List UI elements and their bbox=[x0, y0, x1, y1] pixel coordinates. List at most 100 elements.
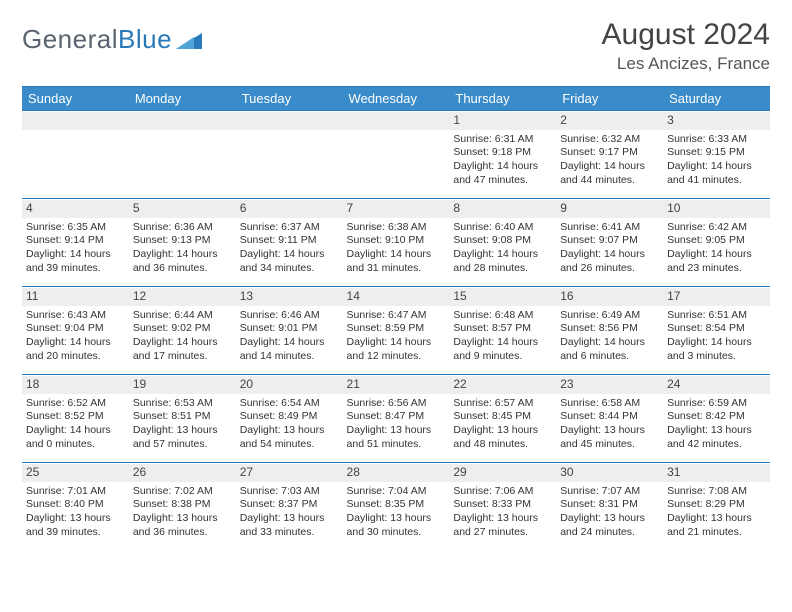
daylight-text: Daylight: 13 hours and 54 minutes. bbox=[240, 424, 339, 451]
sunset-text: Sunset: 8:42 PM bbox=[667, 410, 766, 424]
day-details: Sunrise: 6:41 AMSunset: 9:07 PMDaylight:… bbox=[560, 220, 659, 276]
daylight-text: Daylight: 14 hours and 23 minutes. bbox=[667, 248, 766, 275]
logo: GeneralBlue bbox=[22, 24, 202, 55]
sunset-text: Sunset: 9:07 PM bbox=[560, 234, 659, 248]
dayname-monday: Monday bbox=[129, 87, 236, 111]
day-details: Sunrise: 7:07 AMSunset: 8:31 PMDaylight:… bbox=[560, 484, 659, 540]
daynum-bar-empty bbox=[343, 112, 450, 130]
day-details: Sunrise: 6:49 AMSunset: 8:56 PMDaylight:… bbox=[560, 308, 659, 364]
sunset-text: Sunset: 8:59 PM bbox=[347, 322, 446, 336]
dayname-tuesday: Tuesday bbox=[236, 87, 343, 111]
sunset-text: Sunset: 8:56 PM bbox=[560, 322, 659, 336]
daylight-text: Daylight: 13 hours and 27 minutes. bbox=[453, 512, 552, 539]
sunrise-text: Sunrise: 6:37 AM bbox=[240, 221, 339, 235]
calendar-day-cell: 19Sunrise: 6:53 AMSunset: 8:51 PMDayligh… bbox=[129, 375, 236, 463]
sunset-text: Sunset: 9:13 PM bbox=[133, 234, 232, 248]
day-details: Sunrise: 6:56 AMSunset: 8:47 PMDaylight:… bbox=[347, 396, 446, 452]
day-number: 10 bbox=[663, 200, 770, 218]
sunset-text: Sunset: 9:01 PM bbox=[240, 322, 339, 336]
logo-mark-icon bbox=[172, 25, 202, 54]
sunrise-text: Sunrise: 6:54 AM bbox=[240, 397, 339, 411]
daylight-text: Daylight: 14 hours and 36 minutes. bbox=[133, 248, 232, 275]
sunrise-text: Sunrise: 7:06 AM bbox=[453, 485, 552, 499]
sunset-text: Sunset: 8:49 PM bbox=[240, 410, 339, 424]
day-details: Sunrise: 6:58 AMSunset: 8:44 PMDaylight:… bbox=[560, 396, 659, 452]
day-details: Sunrise: 6:40 AMSunset: 9:08 PMDaylight:… bbox=[453, 220, 552, 276]
calendar-day-cell: 15 Sunrise: 6:48 AMSunset: 8:57 PMDayligh… bbox=[449, 287, 556, 375]
calendar-day-cell: 31Sunrise: 7:08 AMSunset: 8:29 PMDayligh… bbox=[663, 463, 770, 551]
daylight-text: Daylight: 14 hours and 3 minutes. bbox=[667, 336, 766, 363]
daylight-text: Daylight: 14 hours and 41 minutes. bbox=[667, 160, 766, 187]
sunset-text: Sunset: 9:15 PM bbox=[667, 146, 766, 160]
daylight-text: Daylight: 14 hours and 39 minutes. bbox=[26, 248, 125, 275]
dayname-row: Sunday Monday Tuesday Wednesday Thursday… bbox=[22, 87, 770, 111]
calendar-day-cell: 3Sunrise: 6:33 AMSunset: 9:15 PMDaylight… bbox=[663, 111, 770, 199]
sunset-text: Sunset: 8:51 PM bbox=[133, 410, 232, 424]
calendar-day-cell: 17Sunrise: 6:51 AMSunset: 8:54 PMDayligh… bbox=[663, 287, 770, 375]
dayname-saturday: Saturday bbox=[663, 87, 770, 111]
calendar-week-row: 4Sunrise: 6:35 AMSunset: 9:14 PMDaylight… bbox=[22, 199, 770, 287]
calendar-day-cell: 29Sunrise: 7:06 AMSunset: 8:33 PMDayligh… bbox=[449, 463, 556, 551]
day-details: Sunrise: 6:52 AMSunset: 8:52 PMDaylight:… bbox=[26, 396, 125, 452]
calendar-day-cell bbox=[343, 111, 450, 199]
calendar-day-cell: 4Sunrise: 6:35 AMSunset: 9:14 PMDaylight… bbox=[22, 199, 129, 287]
day-details: Sunrise: 6:36 AMSunset: 9:13 PMDaylight:… bbox=[133, 220, 232, 276]
calendar-day-cell: 10 Sunrise: 6:42 AMSunset: 9:05 PMDayligh… bbox=[663, 199, 770, 287]
calendar-week-row: 25Sunrise: 7:01 AMSunset: 8:40 PMDayligh… bbox=[22, 463, 770, 551]
sunset-text: Sunset: 8:44 PM bbox=[560, 410, 659, 424]
calendar-week-row: 11Sunrise: 6:43 AMSunset: 9:04 PMDayligh… bbox=[22, 287, 770, 375]
sunrise-text: Sunrise: 6:57 AM bbox=[453, 397, 552, 411]
header: GeneralBlue August 2024 Les Ancizes, Fra… bbox=[22, 18, 770, 74]
sunrise-text: Sunrise: 7:02 AM bbox=[133, 485, 232, 499]
sunrise-text: Sunrise: 6:59 AM bbox=[667, 397, 766, 411]
day-details: Sunrise: 6:53 AMSunset: 8:51 PMDaylight:… bbox=[133, 396, 232, 452]
calendar-day-cell: 24Sunrise: 6:59 AMSunset: 8:42 PMDayligh… bbox=[663, 375, 770, 463]
day-details: Sunrise: 7:08 AMSunset: 8:29 PMDaylight:… bbox=[667, 484, 766, 540]
calendar-day-cell: 22Sunrise: 6:57 AMSunset: 8:45 PMDayligh… bbox=[449, 375, 556, 463]
sunset-text: Sunset: 8:47 PM bbox=[347, 410, 446, 424]
dayname-sunday: Sunday bbox=[22, 87, 129, 111]
sunrise-text: Sunrise: 6:49 AM bbox=[560, 309, 659, 323]
day-details: Sunrise: 6:46 AMSunset: 9:01 PMDaylight:… bbox=[240, 308, 339, 364]
calendar-day-cell: 30Sunrise: 7:07 AMSunset: 8:31 PMDayligh… bbox=[556, 463, 663, 551]
daylight-text: Daylight: 14 hours and 28 minutes. bbox=[453, 248, 552, 275]
calendar-day-cell: 11Sunrise: 6:43 AMSunset: 9:04 PMDayligh… bbox=[22, 287, 129, 375]
day-details: Sunrise: 6:31 AMSunset: 9:18 PMDaylight:… bbox=[453, 132, 552, 188]
day-details: Sunrise: 6:59 AMSunset: 8:42 PMDaylight:… bbox=[667, 396, 766, 452]
daylight-text: Daylight: 14 hours and 20 minutes. bbox=[26, 336, 125, 363]
sunset-text: Sunset: 8:31 PM bbox=[560, 498, 659, 512]
calendar-day-cell: 13Sunrise: 6:46 AMSunset: 9:01 PMDayligh… bbox=[236, 287, 343, 375]
sunset-text: Sunset: 9:05 PM bbox=[667, 234, 766, 248]
day-number: 23 bbox=[556, 376, 663, 394]
sunset-text: Sunset: 8:57 PM bbox=[453, 322, 552, 336]
daylight-text: Daylight: 14 hours and 34 minutes. bbox=[240, 248, 339, 275]
calendar-day-cell: 23 Sunrise: 6:58 AMSunset: 8:44 PMDayligh… bbox=[556, 375, 663, 463]
day-details: Sunrise: 6:42 AMSunset: 9:05 PMDaylight:… bbox=[667, 220, 766, 276]
day-number: 5 bbox=[129, 200, 236, 218]
sunset-text: Sunset: 8:35 PM bbox=[347, 498, 446, 512]
day-number: 29 bbox=[449, 464, 556, 482]
calendar-day-cell: 8 Sunrise: 6:40 AMSunset: 9:08 PMDaylight… bbox=[449, 199, 556, 287]
day-number: 15 bbox=[449, 288, 556, 306]
day-details: Sunrise: 6:48 AMSunset: 8:57 PMDaylight:… bbox=[453, 308, 552, 364]
daylight-text: Daylight: 13 hours and 33 minutes. bbox=[240, 512, 339, 539]
daylight-text: Daylight: 14 hours and 9 minutes. bbox=[453, 336, 552, 363]
sunset-text: Sunset: 8:40 PM bbox=[26, 498, 125, 512]
day-number: 1 bbox=[449, 112, 556, 130]
day-number: 18 bbox=[22, 376, 129, 394]
day-details: Sunrise: 7:04 AMSunset: 8:35 PMDaylight:… bbox=[347, 484, 446, 540]
daylight-text: Daylight: 14 hours and 0 minutes. bbox=[26, 424, 125, 451]
sunset-text: Sunset: 8:37 PM bbox=[240, 498, 339, 512]
daylight-text: Daylight: 14 hours and 31 minutes. bbox=[347, 248, 446, 275]
day-details: Sunrise: 6:37 AMSunset: 9:11 PMDaylight:… bbox=[240, 220, 339, 276]
sunrise-text: Sunrise: 6:47 AM bbox=[347, 309, 446, 323]
sunset-text: Sunset: 9:18 PM bbox=[453, 146, 552, 160]
sunset-text: Sunset: 9:08 PM bbox=[453, 234, 552, 248]
day-number: 26 bbox=[129, 464, 236, 482]
day-number: 21 bbox=[343, 376, 450, 394]
day-number: 8 bbox=[449, 200, 556, 218]
sunrise-text: Sunrise: 6:41 AM bbox=[560, 221, 659, 235]
daylight-text: Daylight: 14 hours and 14 minutes. bbox=[240, 336, 339, 363]
sunset-text: Sunset: 9:02 PM bbox=[133, 322, 232, 336]
sunrise-text: Sunrise: 6:33 AM bbox=[667, 133, 766, 147]
